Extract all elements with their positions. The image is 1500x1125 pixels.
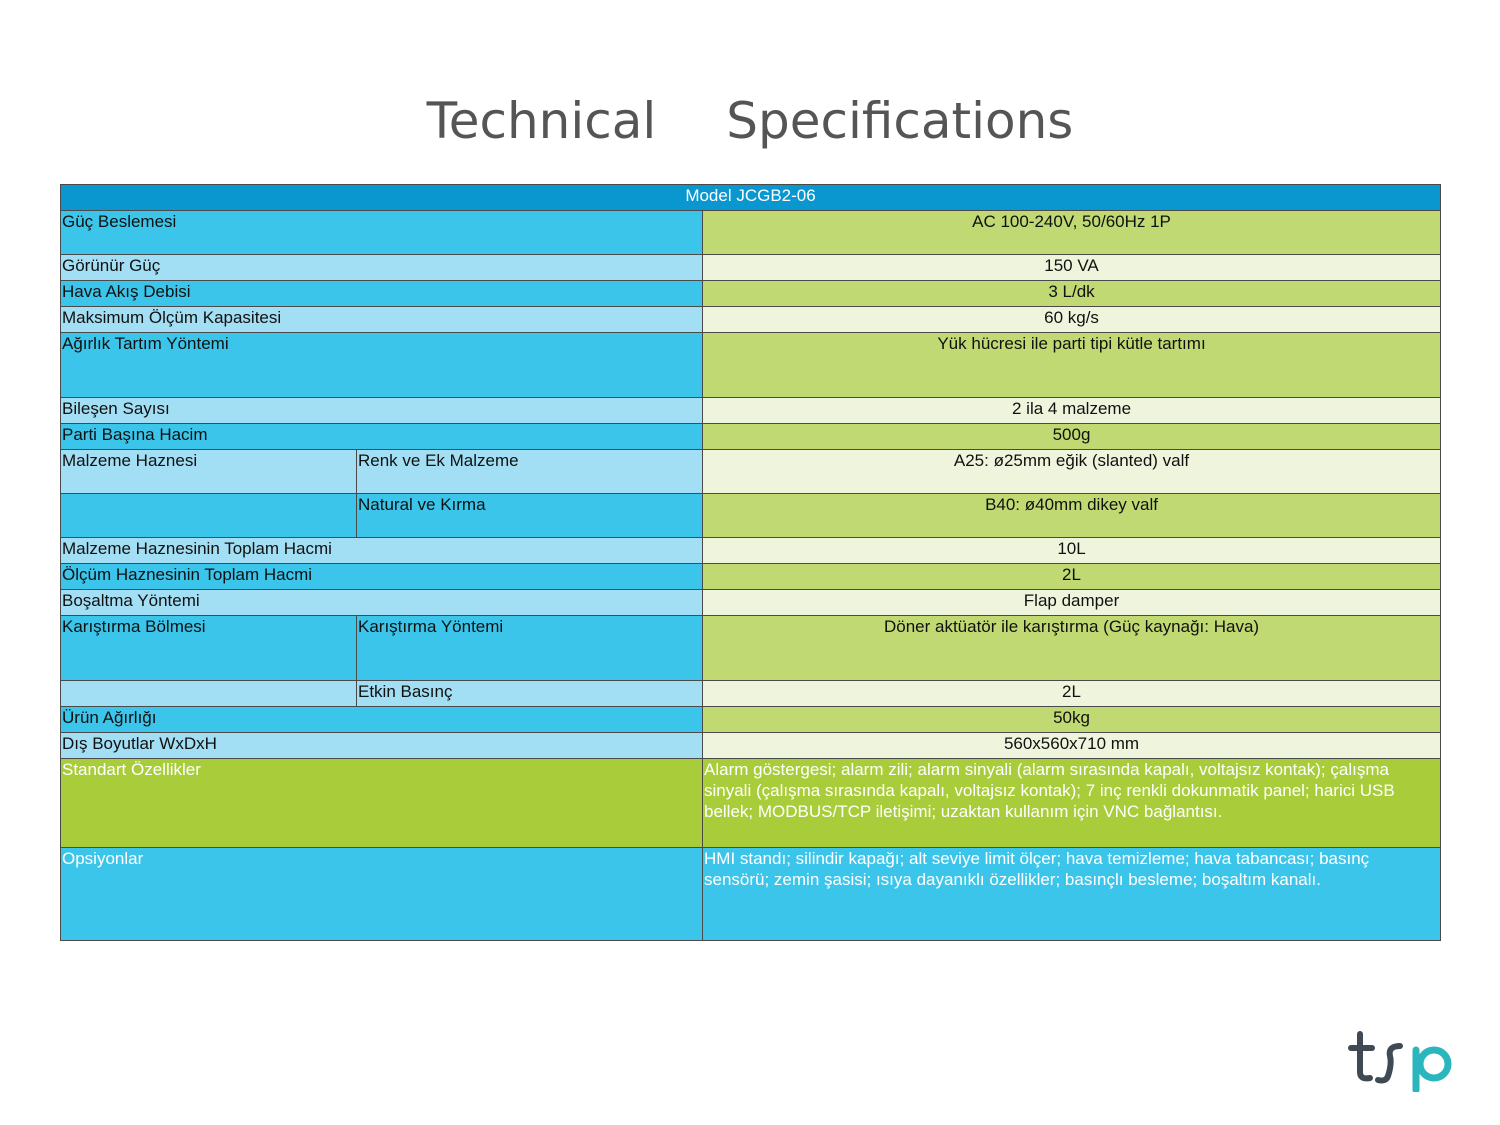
- table-row: Maksimum Ölçüm Kapasitesi 60 kg/s: [60, 306, 1442, 333]
- row-label: Ağırlık Tartım Yöntemi: [60, 332, 703, 398]
- model-header: Model JCGB2-06: [59, 184, 1442, 211]
- row-value: Yük hücresi ile parti tipi kütle tartımı: [701, 332, 1442, 398]
- table-row: Güç Beslemesi AC 100-240V, 50/60Hz 1P: [60, 210, 1442, 255]
- row-value: 2L: [701, 563, 1442, 590]
- row-label: Bileşen Sayısı: [60, 397, 703, 424]
- table-row: Boşaltma Yöntemi Flap damper: [60, 589, 1442, 616]
- row-value: B40: ø40mm dikey valf: [701, 493, 1442, 538]
- page-title: Technical Specifications: [0, 92, 1500, 150]
- row-value: 60 kg/s: [701, 306, 1442, 333]
- table-row: Natural ve Kırma B40: ø40mm dikey valf: [60, 493, 1442, 538]
- table-row: Ürün Ağırlığı 50kg: [60, 706, 1442, 733]
- row-label: Parti Başına Hacim: [60, 423, 703, 450]
- row-value: Alarm göstergesi; alarm zili; alarm siny…: [701, 758, 1442, 848]
- table-row: Malzeme Haznesinin Toplam Hacmi 10L: [60, 537, 1442, 564]
- row-label: Malzeme Haznesi: [60, 449, 357, 494]
- table-row: Standart Özellikler Alarm göstergesi; al…: [60, 758, 1442, 848]
- row-value: 2 ila 4 malzeme: [701, 397, 1442, 424]
- row-value: 500g: [701, 423, 1442, 450]
- table-row: Etkin Basınç 2L: [60, 680, 1442, 707]
- row-value: Döner aktüatör ile karıştırma (Güç kayna…: [701, 615, 1442, 681]
- row-label: Dış Boyutlar WxDxH: [60, 732, 703, 759]
- table-row: Ağırlık Tartım Yöntemi Yük hücresi ile p…: [60, 332, 1442, 398]
- row-value: A25: ø25mm eğik (slanted) valf: [701, 449, 1442, 494]
- table-row: Parti Başına Hacim 500g: [60, 423, 1442, 450]
- row-label: Maksimum Ölçüm Kapasitesi: [60, 306, 703, 333]
- row-label: Karıştırma Bölmesi: [60, 615, 357, 681]
- table-row: Hava Akış Debisi 3 L/dk: [60, 280, 1442, 307]
- spec-table: Model JCGB2-06 Güç Beslemesi AC 100-240V…: [59, 184, 1442, 941]
- row-value: 10L: [701, 537, 1442, 564]
- table-row: Ölçüm Haznesinin Toplam Hacmi 2L: [60, 563, 1442, 590]
- row-value: 150 VA: [701, 254, 1442, 281]
- row-label: Malzeme Haznesinin Toplam Hacmi: [60, 537, 703, 564]
- tsp-logo-icon: [1348, 1031, 1452, 1092]
- row-label: [60, 493, 357, 538]
- row-label: Opsiyonlar: [60, 847, 703, 941]
- row-value: 560x560x710 mm: [701, 732, 1442, 759]
- title-word-specifications: Specifications: [726, 92, 1074, 150]
- row-sublabel: Karıştırma Yöntemi: [356, 615, 703, 681]
- row-label: Boşaltma Yöntemi: [60, 589, 703, 616]
- table-row: Görünür Güç 150 VA: [60, 254, 1442, 281]
- table-row: Malzeme Haznesi Renk ve Ek Malzeme A25: …: [60, 449, 1442, 494]
- row-sublabel: Renk ve Ek Malzeme: [356, 449, 703, 494]
- table-row: Dış Boyutlar WxDxH 560x560x710 mm: [60, 732, 1442, 759]
- row-value: AC 100-240V, 50/60Hz 1P: [701, 210, 1442, 255]
- row-value: 3 L/dk: [701, 280, 1442, 307]
- row-sublabel: Natural ve Kırma: [356, 493, 703, 538]
- title-word-technical: Technical: [426, 92, 657, 150]
- row-label: Ölçüm Haznesinin Toplam Hacmi: [60, 563, 703, 590]
- row-value: HMI standı; silindir kapağı; alt seviye …: [701, 847, 1442, 941]
- table-row: Bileşen Sayısı 2 ila 4 malzeme: [60, 397, 1442, 424]
- table-row: Opsiyonlar HMI standı; silindir kapağı; …: [60, 847, 1442, 941]
- table-header-row: Model JCGB2-06: [59, 184, 1442, 211]
- row-value: Flap damper: [701, 589, 1442, 616]
- table-row: Karıştırma Bölmesi Karıştırma Yöntemi Dö…: [60, 615, 1442, 681]
- row-label: Görünür Güç: [60, 254, 703, 281]
- row-value: 50kg: [701, 706, 1442, 733]
- row-label: Ürün Ağırlığı: [60, 706, 703, 733]
- row-label: Hava Akış Debisi: [60, 280, 703, 307]
- row-label: Standart Özellikler: [60, 758, 703, 848]
- row-sublabel: Etkin Basınç: [356, 680, 703, 707]
- row-value: 2L: [701, 680, 1442, 707]
- row-label: Güç Beslemesi: [60, 210, 703, 255]
- row-label: [60, 680, 357, 707]
